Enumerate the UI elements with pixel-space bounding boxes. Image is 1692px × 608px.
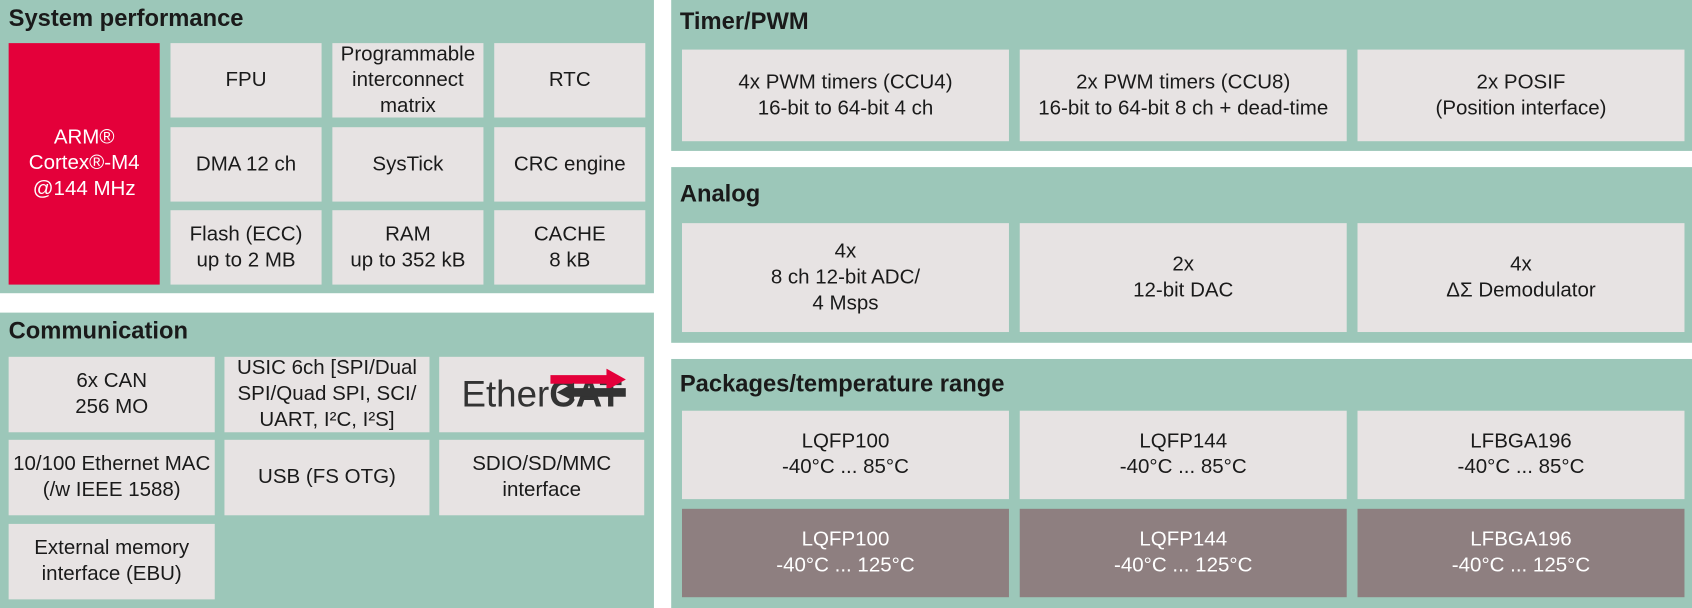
block-text: -40°C ... 85°C (1457, 455, 1585, 479)
block: FPU (170, 43, 322, 118)
block-text: 8 ch 12-bit ADC/ (770, 265, 921, 289)
block-text: LQFP144 (1139, 430, 1228, 453)
block-text: LQFP100 (801, 528, 890, 551)
block: Flash (ECC) up to 2 MB (170, 210, 322, 285)
block: External memory interface (EBU) (8, 523, 215, 600)
block: LQFP144 -40°C ... 85°C (1019, 410, 1347, 500)
block: 4x 8 ch 12-bit ADC/4 Msps (681, 223, 1009, 333)
block-text: (/w IEEE 1588) (42, 478, 181, 502)
block: ARM® Cortex®-M4 @144 MHz (8, 43, 160, 285)
block: LFBGA196 -40°C ... 125°C (1357, 508, 1685, 598)
arrow (550, 368, 627, 391)
block: LQFP144 -40°C ... 125°C (1019, 508, 1347, 598)
block-text: DMA 12 ch (195, 152, 297, 176)
block-text: 4x (834, 239, 857, 263)
panel-title: Communication (8, 316, 189, 344)
block: SysTick (332, 127, 484, 202)
block: LQFP100 -40°C ... 85°C (681, 410, 1009, 500)
block: Programmable interconnect matrix (332, 42, 484, 118)
block-text: interface (502, 478, 582, 502)
block-text: SPI/Quad SPI, SCI/ (237, 382, 417, 406)
block-text: 10/100 Ethernet MAC (13, 452, 211, 476)
block-text: 2x PWM timers (CCU8) (1076, 70, 1291, 94)
logo-text: Ether (461, 374, 550, 416)
block-text: SDIO/SD/MMC (472, 452, 612, 476)
block: USB (FS OTG) (224, 439, 430, 516)
block-text: -40°C ... 85°C (781, 455, 909, 479)
block-text: -40°C ... 125°C (1114, 554, 1253, 577)
block-text: interconnect (352, 68, 464, 92)
block-text: LFBGA196 (1470, 430, 1572, 453)
block-text: (Position interface) (1435, 96, 1607, 120)
block-text: up to 352 kB (350, 248, 466, 272)
block-text: -40°C ... 125°C (1451, 554, 1591, 577)
block-text: 2x POSIF (1476, 70, 1566, 94)
block: LQFP100 -40°C ... 125°C (681, 508, 1009, 598)
block: EtherCAT (439, 356, 645, 433)
block-text: matrix (379, 94, 436, 117)
block: 4x ΔΣ Demodulator (1357, 223, 1685, 333)
block-text: 6x CAN (76, 369, 148, 393)
block: 2x POSIF (Position interface) (1357, 49, 1685, 142)
block-text: 16-bit to 64-bit 4 ch (757, 96, 934, 120)
block-text: 4 Msps (812, 291, 879, 315)
block-text: CRC engine (513, 152, 626, 176)
block-text: up to 2 MB (196, 248, 296, 272)
block-text: interface (EBU) (41, 562, 182, 586)
block-text: LFBGA196 (1470, 528, 1572, 551)
block-text: 4x PWM timers (CCU4) (738, 70, 953, 94)
block-text: 16-bit to 64-bit 8 ch + dead-time (1038, 96, 1329, 120)
block-text: -40°C ... 85°C (1119, 455, 1247, 479)
block-text: Cortex®-M4 (28, 151, 140, 175)
block-text: FPU (225, 68, 267, 92)
block: 4x PWM timers (CCU4) 16-bit to 64-bit 4 c… (681, 49, 1009, 142)
block: USIC 6ch [SPI/Dual SPI/Quad SPI, SCI/UART… (224, 356, 430, 433)
block: RTC (494, 43, 646, 118)
panel-title: Timer/PWM (679, 7, 809, 35)
block-text: RTC (548, 68, 591, 92)
block-text: RAM (385, 222, 431, 246)
block-text: 2x (1172, 252, 1195, 276)
block-text: USB (FS OTG) (258, 465, 396, 489)
panel-title: Packages/temperature range (679, 369, 1005, 397)
block-text: ARM® (53, 126, 115, 149)
block-text: USIC 6ch [SPI/Dual (236, 356, 417, 380)
block-text: ΔΣ Demodulator (1446, 278, 1596, 302)
block: 10/100 Ethernet MAC (/w IEEE 1588) (8, 439, 215, 516)
block: CACHE 8 kB (494, 210, 646, 285)
block-text: LQFP144 (1139, 528, 1228, 551)
block-text: 8 kB (549, 248, 591, 272)
block: 6x CAN 256 MO (8, 356, 215, 433)
block-text: SysTick (372, 152, 444, 176)
arrow (557, 382, 627, 402)
block-text: 12-bit DAC (1133, 278, 1234, 302)
block: 2x 12-bit DAC (1019, 223, 1347, 333)
block: LFBGA196 -40°C ... 85°C (1357, 410, 1685, 500)
panel-title: System performance (8, 4, 244, 32)
block-text: External memory (34, 536, 190, 560)
logo-arrows (550, 368, 627, 402)
block: RAM up to 352 kB (332, 210, 484, 285)
block-text: LQFP100 (801, 430, 890, 453)
panel-title: Analog (679, 180, 761, 207)
block-text: Programmable (340, 42, 476, 66)
block-text: CACHE (533, 222, 606, 246)
block: CRC engine (494, 127, 646, 202)
block-text: UART, I²C, I²S] (259, 408, 395, 432)
ethercat-logo: EtherCAT (461, 368, 627, 416)
block-text: @144 MHz (32, 177, 136, 201)
block-text: -40°C ... 125°C (776, 554, 915, 577)
block-text: Flash (ECC) (189, 222, 303, 246)
block-text: 256 MO (75, 395, 149, 419)
block-text: 4x (1510, 252, 1532, 276)
block: 2x PWM timers (CCU8) 16-bit to 64-bit 8 c… (1019, 49, 1347, 142)
block: SDIO/SD/MMC interface (439, 439, 645, 516)
block: DMA 12 ch (170, 127, 322, 202)
